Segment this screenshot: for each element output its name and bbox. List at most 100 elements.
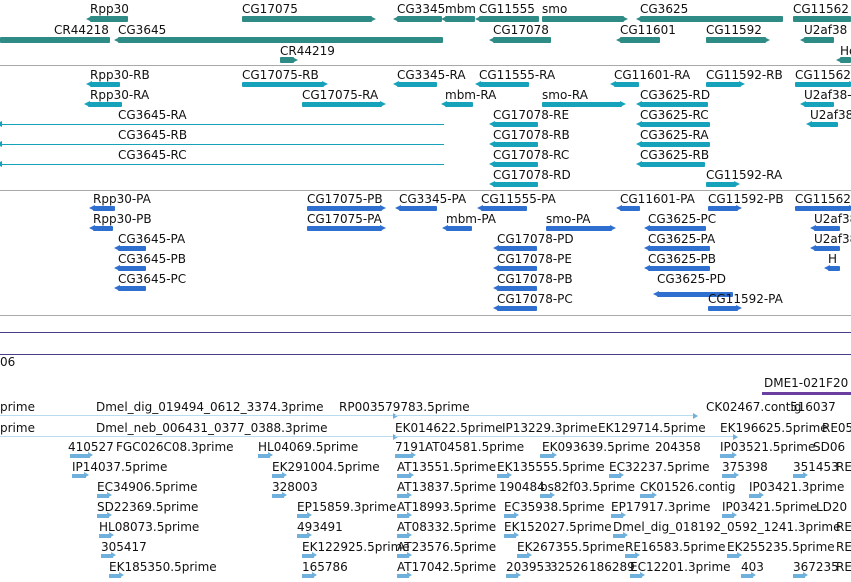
est-feature[interactable] [613, 534, 625, 538]
est-feature[interactable] [397, 514, 409, 518]
gene-feature[interactable] [640, 16, 783, 22]
protein-feature[interactable] [708, 306, 738, 311]
est-feature[interactable] [0, 436, 395, 437]
est-feature[interactable] [70, 454, 90, 458]
transcript-feature[interactable] [640, 142, 710, 147]
gene-feature[interactable] [793, 16, 851, 22]
transcript-feature[interactable] [90, 82, 120, 87]
est-feature[interactable] [504, 514, 516, 518]
transcript-feature[interactable] [706, 82, 741, 87]
transcript-feature[interactable] [479, 82, 529, 87]
est-feature[interactable] [101, 554, 113, 558]
transcript-feature[interactable] [542, 102, 622, 107]
gene-feature[interactable] [445, 16, 475, 22]
gene-feature[interactable] [493, 37, 551, 43]
est-feature[interactable] [302, 574, 314, 578]
transcript-feature[interactable] [0, 124, 444, 125]
est-feature[interactable] [397, 474, 411, 478]
protein-feature[interactable] [648, 226, 706, 231]
est-feature[interactable] [397, 574, 409, 578]
gene-feature[interactable] [397, 16, 442, 22]
est-feature[interactable] [506, 574, 518, 578]
gene-feature[interactable] [479, 16, 539, 22]
transcript-feature[interactable] [397, 82, 437, 87]
est-feature[interactable] [397, 494, 409, 498]
est-feature[interactable] [630, 574, 642, 578]
protein-feature[interactable] [828, 266, 840, 271]
protein-feature[interactable] [657, 292, 733, 297]
protein-feature[interactable] [497, 306, 537, 311]
transcript-feature[interactable] [302, 102, 382, 107]
est-feature[interactable] [395, 415, 695, 416]
protein-feature[interactable] [814, 246, 840, 251]
transcript-feature[interactable] [640, 102, 708, 107]
protein-feature[interactable] [93, 206, 115, 211]
gene-feature[interactable] [620, 37, 660, 43]
transcript-feature[interactable] [804, 102, 834, 107]
protein-feature[interactable] [118, 286, 146, 291]
est-feature[interactable] [97, 514, 109, 518]
transcript-feature[interactable] [493, 162, 538, 167]
protein-feature[interactable] [118, 266, 146, 271]
est-feature[interactable] [397, 534, 409, 538]
gene-feature[interactable] [90, 16, 128, 22]
est-feature[interactable] [749, 494, 761, 498]
est-feature[interactable] [0, 415, 395, 416]
protein-feature[interactable] [814, 226, 840, 231]
protein-feature[interactable] [118, 246, 146, 251]
est-feature[interactable] [727, 554, 739, 558]
est-feature[interactable] [540, 454, 554, 458]
est-feature[interactable] [258, 454, 270, 458]
transcript-feature[interactable] [795, 82, 851, 87]
est-feature[interactable] [640, 494, 654, 498]
gene-feature[interactable] [280, 57, 294, 63]
transcript-feature[interactable] [614, 82, 639, 87]
est-feature[interactable] [497, 474, 509, 478]
protein-feature[interactable] [708, 206, 738, 211]
gene-feature[interactable] [840, 57, 851, 63]
transcript-feature[interactable] [88, 102, 122, 107]
est-feature[interactable] [395, 436, 735, 437]
est-feature[interactable] [517, 554, 529, 558]
gene-feature[interactable] [706, 37, 766, 43]
est-feature[interactable] [397, 554, 409, 558]
est-feature[interactable] [793, 474, 805, 478]
est-feature[interactable] [625, 554, 637, 558]
transcript-feature[interactable] [640, 162, 705, 167]
transcript-feature[interactable] [242, 82, 324, 87]
est-feature[interactable] [302, 554, 314, 558]
est-feature[interactable] [741, 574, 753, 578]
est-feature[interactable] [99, 534, 111, 538]
est-feature[interactable] [609, 474, 621, 478]
protein-feature[interactable] [93, 226, 113, 231]
transcript-feature[interactable] [493, 142, 538, 147]
protein-feature[interactable] [497, 266, 537, 271]
protein-feature[interactable] [795, 206, 851, 211]
est-feature[interactable] [722, 514, 734, 518]
est-feature[interactable] [611, 514, 623, 518]
contig-feature[interactable] [762, 392, 851, 395]
transcript-feature[interactable] [493, 122, 538, 127]
protein-feature[interactable] [446, 226, 472, 231]
transcript-feature[interactable] [706, 182, 736, 187]
transcript-feature[interactable] [0, 144, 444, 145]
gene-feature[interactable] [118, 37, 443, 43]
protein-feature[interactable] [620, 206, 640, 211]
est-feature[interactable] [297, 514, 309, 518]
est-feature[interactable] [97, 494, 109, 498]
est-feature[interactable] [540, 494, 552, 498]
protein-feature[interactable] [399, 206, 437, 211]
est-feature[interactable] [395, 454, 413, 458]
est-feature[interactable] [793, 574, 805, 578]
transcript-feature[interactable] [0, 164, 444, 165]
transcript-feature[interactable] [810, 122, 838, 127]
protein-feature[interactable] [481, 206, 527, 211]
protein-feature[interactable] [648, 246, 710, 251]
est-feature[interactable] [109, 574, 121, 578]
transcript-feature[interactable] [493, 182, 538, 187]
est-feature[interactable] [272, 494, 284, 498]
gene-feature[interactable] [0, 37, 110, 43]
est-feature[interactable] [720, 454, 734, 458]
protein-feature[interactable] [307, 226, 382, 231]
